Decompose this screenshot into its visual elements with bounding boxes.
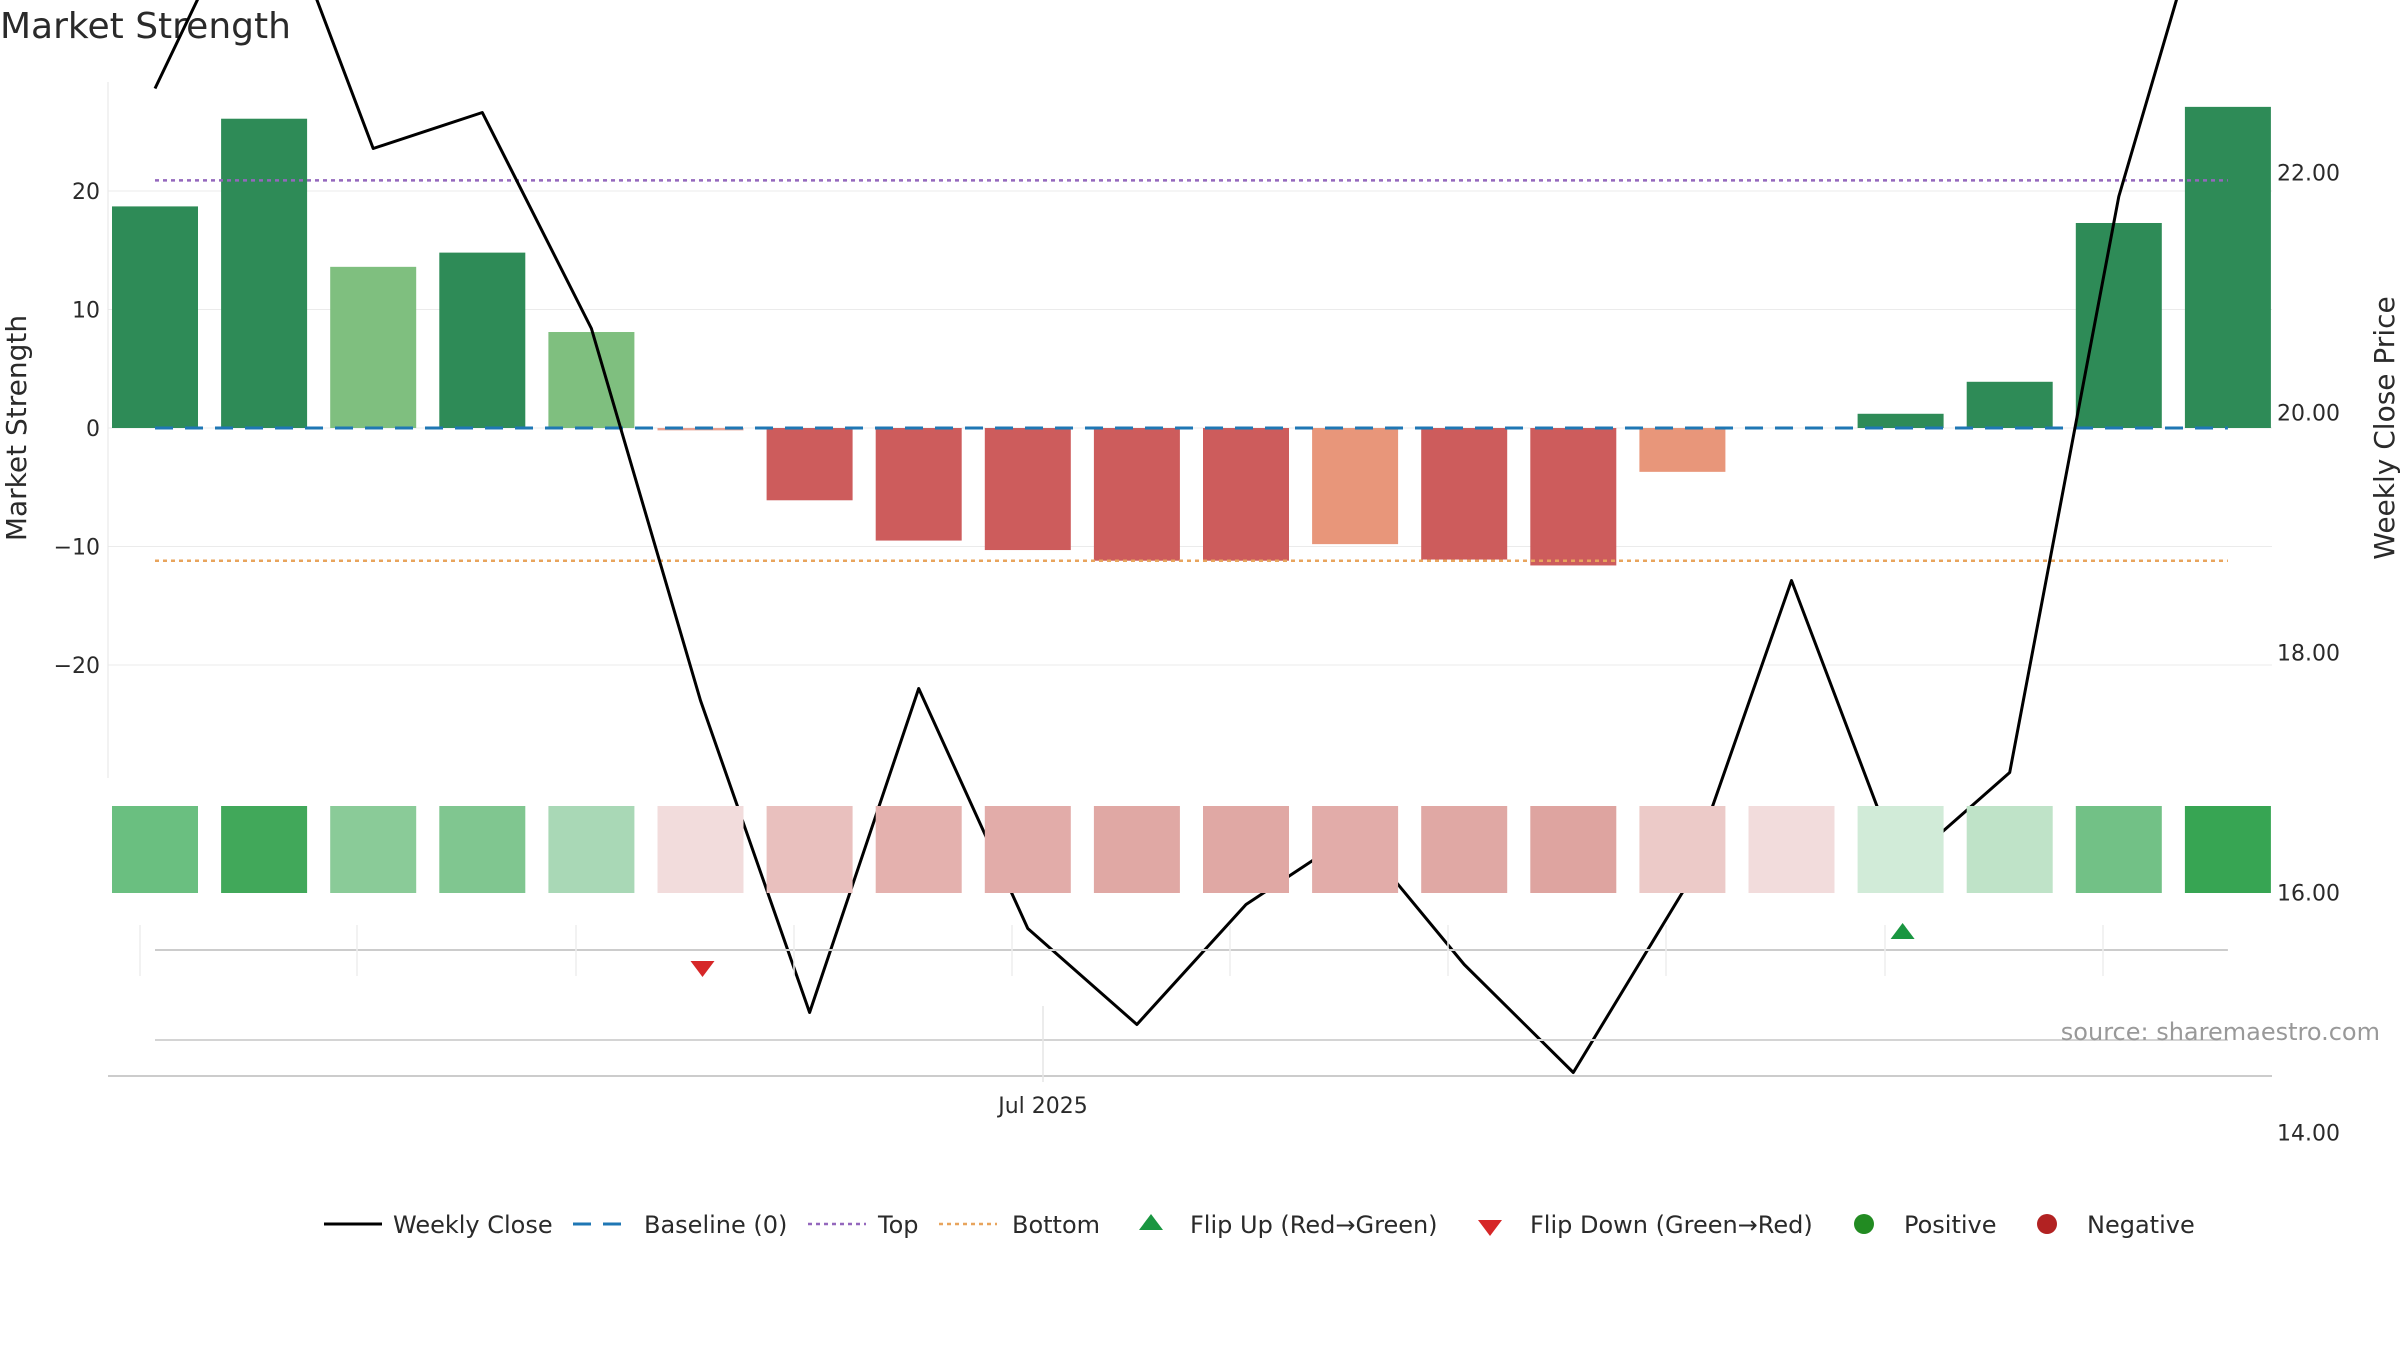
strength-bar <box>1312 428 1399 545</box>
strength-bar <box>1857 413 1944 428</box>
heat-cell <box>984 806 1071 893</box>
y-tick-label: 10 <box>72 299 100 324</box>
x-tick-label: Jul 2025 <box>996 1094 1088 1119</box>
strength-bar <box>1203 428 1289 561</box>
legend-label: Flip Up (Red→Green) <box>1190 1211 1438 1239</box>
legend-label: Bottom <box>1012 1211 1100 1239</box>
flip-down-marker <box>690 961 715 977</box>
y2-axis-title: Weekly Close Price <box>2368 296 2400 559</box>
strength-bar <box>2184 106 2271 429</box>
heat-cell <box>1748 806 1835 893</box>
legend-item: Flip Up (Red→Green) <box>1139 1211 1438 1239</box>
heat-cell <box>1639 806 1726 893</box>
heat-cell <box>112 806 198 893</box>
y2-tick-label: 18.00 <box>2277 642 2340 667</box>
y2-tick-label: 14.00 <box>2277 1122 2340 1147</box>
strength-heat-strip <box>112 806 2271 893</box>
heat-cell <box>548 806 635 893</box>
legend-swatch <box>1478 1220 1502 1236</box>
legend-item: Positive <box>1854 1211 1997 1239</box>
date-axis-panel <box>108 1006 2272 1082</box>
legend-label: Top <box>877 1211 919 1239</box>
strength-bar <box>330 266 417 428</box>
strength-bar <box>221 118 308 428</box>
legend-label: Negative <box>2087 1211 2195 1239</box>
strength-bar <box>439 252 526 428</box>
legend-swatch <box>2037 1214 2057 1234</box>
strength-bar <box>1093 428 1180 561</box>
y-axis-title: Market Strength <box>0 315 33 541</box>
strength-bar <box>984 428 1071 551</box>
strength-bar <box>1639 428 1726 472</box>
weekly-close-line <box>153 0 2178 1074</box>
legend-label: Flip Down (Green→Red) <box>1530 1211 1813 1239</box>
heat-cell <box>1966 806 2053 893</box>
heat-cell <box>2184 806 2271 893</box>
chart-title: Market Strength <box>0 6 291 47</box>
heat-cell <box>1530 806 1617 893</box>
legend-label: Baseline (0) <box>644 1211 787 1239</box>
heat-cell <box>1857 806 1944 893</box>
legend-label: Positive <box>1904 1211 1997 1239</box>
reference-lines <box>155 179 2228 562</box>
y-tick-label: −20 <box>54 654 100 679</box>
heat-cell <box>2075 806 2162 893</box>
legend-swatch <box>1854 1214 1874 1234</box>
strength-bars <box>112 106 2271 566</box>
weekly-close-series <box>153 0 2178 1074</box>
strength-bar <box>2075 222 2162 428</box>
legend-item: Weekly Close <box>324 1211 553 1239</box>
heat-cell <box>657 806 744 893</box>
legend-item: Baseline (0) <box>573 1211 787 1239</box>
y-tick-label: 20 <box>72 180 100 205</box>
heat-cell <box>1203 806 1289 893</box>
legend-item: Top <box>808 1211 919 1239</box>
heat-cell <box>1312 806 1399 893</box>
legend-item: Flip Down (Green→Red) <box>1478 1211 1813 1239</box>
legend-item: Negative <box>2037 1211 2195 1239</box>
grid-lines <box>107 82 2272 778</box>
legend-swatch <box>1139 1214 1163 1230</box>
heat-cell <box>221 806 308 893</box>
heat-cell <box>875 806 962 893</box>
heat-cell <box>330 806 417 893</box>
flip-markers-panel <box>139 923 2228 977</box>
source-note: source: sharemaestro.com <box>2061 1018 2380 1046</box>
legend-item: Bottom <box>939 1211 1100 1239</box>
strength-bar <box>1530 428 1617 566</box>
left-axis-ticks: 20 10 0 −10 −20 <box>54 180 100 679</box>
heat-cell <box>1421 806 1508 893</box>
y-tick-label: 0 <box>86 417 100 442</box>
y-tick-label: −10 <box>54 536 100 561</box>
strength-bar <box>875 428 962 541</box>
y2-tick-label: 20.00 <box>2277 402 2340 427</box>
legend-label: Weekly Close <box>393 1211 553 1239</box>
heat-cell <box>1093 806 1180 893</box>
y2-tick-label: 22.00 <box>2277 162 2340 187</box>
strength-bar <box>1421 428 1508 560</box>
strength-bar <box>112 206 198 428</box>
strength-bar <box>1966 381 2053 428</box>
strength-bar <box>766 428 853 501</box>
legend: Weekly Close Baseline (0) Top Bottom Flip Up… <box>324 1211 2195 1239</box>
y2-tick-label: 16.00 <box>2277 882 2340 907</box>
strength-bar <box>548 332 635 428</box>
heat-cell <box>766 806 853 893</box>
flip-up-marker <box>1890 923 1915 939</box>
heat-cell <box>439 806 526 893</box>
